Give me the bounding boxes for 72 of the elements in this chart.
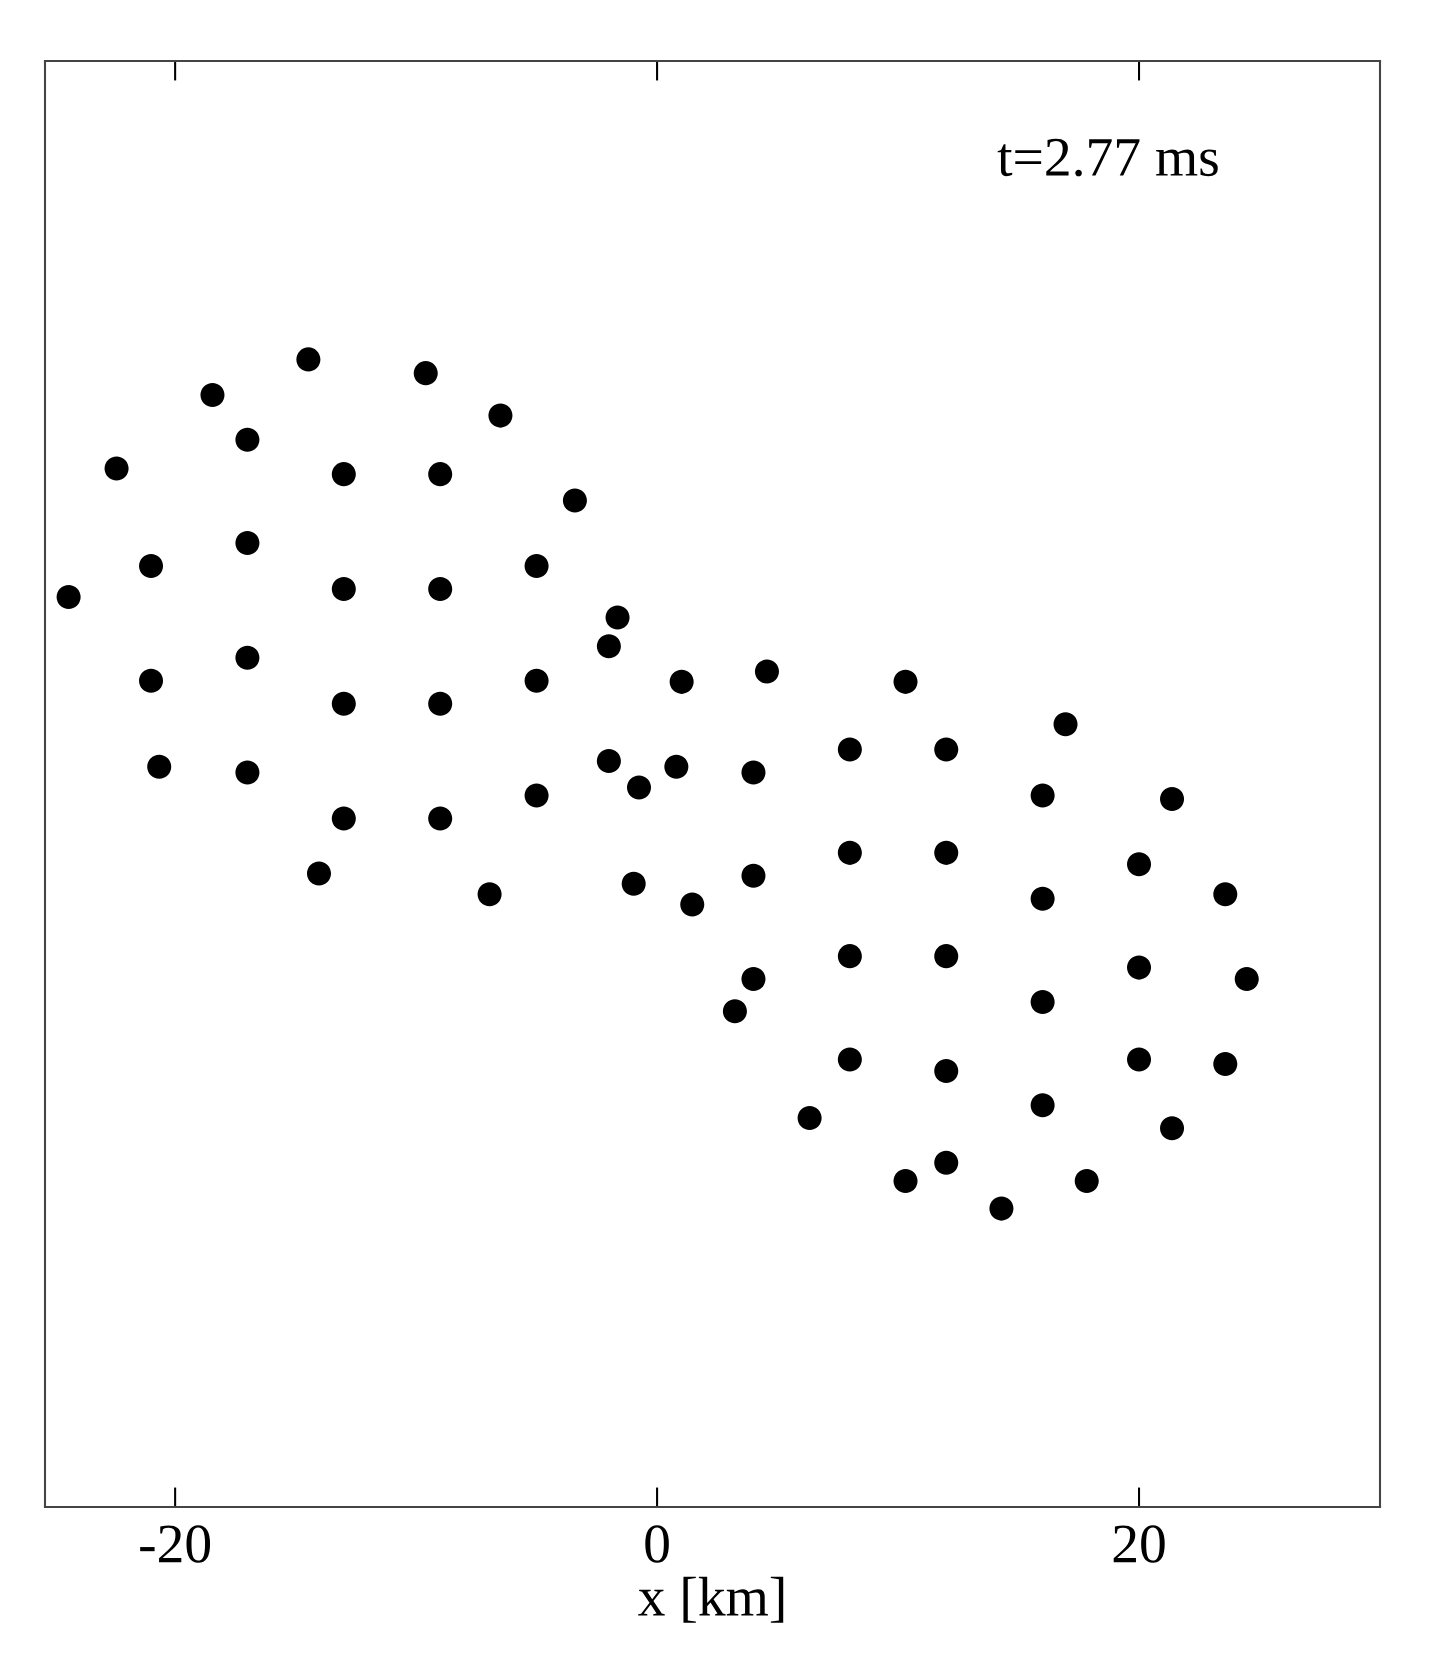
point (428, 806, 453, 831)
point (56, 584, 81, 609)
text: t=2.77 ms (997, 138, 1218, 177)
point (934, 840, 959, 865)
point (296, 347, 321, 372)
point (837, 1047, 862, 1072)
point (837, 944, 862, 969)
point (1127, 955, 1152, 980)
point (139, 553, 164, 578)
point (754, 659, 779, 684)
point (1074, 1169, 1099, 1194)
x-axis-title: x [km] (638, 1576, 784, 1623)
point (1127, 852, 1152, 877)
point (104, 456, 129, 481)
point (139, 668, 164, 693)
point (488, 403, 513, 428)
point (235, 645, 260, 670)
point (331, 691, 356, 716)
point (621, 871, 646, 896)
point (893, 1169, 918, 1194)
point (524, 553, 549, 578)
point (626, 775, 652, 800)
point (605, 605, 630, 630)
point (664, 754, 689, 779)
point (669, 669, 694, 694)
point (235, 427, 260, 452)
point (428, 691, 453, 716)
point (741, 863, 766, 888)
point (235, 760, 260, 785)
point (235, 530, 260, 556)
point (1030, 886, 1055, 911)
point (1160, 1116, 1185, 1141)
point (306, 861, 332, 886)
point (934, 1150, 959, 1175)
point (596, 749, 621, 774)
x-tick-label: 0 (645, 1525, 669, 1563)
point (722, 999, 747, 1024)
point (1160, 786, 1185, 811)
point (741, 967, 766, 992)
x-tick-label: 20 (1113, 1525, 1165, 1563)
point (1053, 712, 1078, 737)
point (797, 1105, 822, 1130)
point (200, 382, 225, 407)
point (596, 634, 621, 659)
point (1030, 783, 1055, 808)
point (893, 669, 918, 694)
point (524, 783, 549, 808)
point (934, 1058, 959, 1083)
point (1030, 1093, 1055, 1118)
point (1030, 990, 1055, 1015)
point (413, 361, 438, 386)
point (1234, 967, 1259, 992)
x-tick-label: -20 (140, 1525, 211, 1563)
point (524, 668, 549, 693)
point (934, 944, 959, 969)
point (680, 892, 705, 917)
point (934, 737, 959, 762)
point (477, 882, 502, 907)
point (331, 576, 356, 601)
point (837, 840, 862, 865)
point (741, 760, 766, 785)
point (837, 737, 862, 762)
point (428, 576, 453, 601)
point (331, 462, 356, 487)
point (428, 462, 453, 487)
point (1213, 1051, 1238, 1077)
point (147, 754, 172, 779)
point (1127, 1047, 1152, 1072)
point (989, 1196, 1014, 1221)
point (331, 806, 356, 831)
point (1213, 882, 1238, 907)
point (562, 488, 587, 513)
